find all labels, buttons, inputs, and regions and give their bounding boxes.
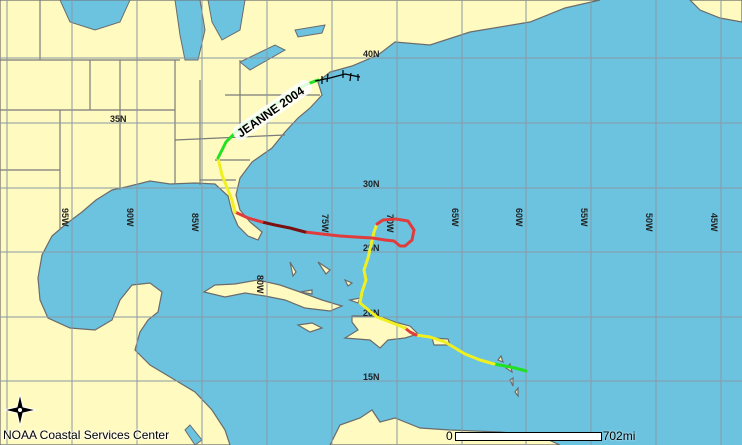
cuba <box>202 279 344 312</box>
lon-label: 85W <box>190 213 200 232</box>
scale-bar-graphic <box>454 431 602 441</box>
lat-label: 15N <box>363 372 380 382</box>
lon-label: 60W <box>514 208 524 227</box>
lon-label: 90W <box>125 208 135 227</box>
lon-label: 65W <box>450 208 460 227</box>
lon-label: 80W <box>255 275 265 294</box>
lat-label: 40N <box>363 49 380 59</box>
credit-text: NOAA Coastal Services Center <box>3 428 170 442</box>
north-arrow-compass-icon <box>3 393 37 427</box>
track-segment-extratropical[interactable] <box>314 70 361 84</box>
track-segment-hurricane[interactable] <box>233 210 264 224</box>
track-segment-major-hurricane[interactable] <box>260 220 307 234</box>
lat-label: 35N <box>110 114 127 124</box>
scale-bar: 0 702mi <box>446 429 635 443</box>
lon-label: 50W <box>644 213 654 232</box>
track-segment-depression[interactable] <box>492 362 528 373</box>
bahamas <box>289 261 361 304</box>
track-segment-hurricane[interactable] <box>303 217 416 248</box>
longitude-labels: 95W 90W 85W 80W 75W 70W 65W 60W 55W 50W … <box>60 208 719 294</box>
track-segment-storm[interactable] <box>414 333 496 366</box>
scale-start: 0 <box>446 429 453 443</box>
scale-end: 702mi <box>602 429 636 443</box>
lon-label: 75W <box>320 214 330 233</box>
lon-label: 55W <box>579 208 589 227</box>
lon-label: 95W <box>60 208 70 227</box>
track-segment-hurricane[interactable] <box>403 326 418 337</box>
track-segment-storm[interactable] <box>216 156 237 214</box>
lon-label: 70W <box>385 214 395 233</box>
lesser-antilles <box>497 354 519 398</box>
hispaniola <box>343 315 420 349</box>
lat-label: 30N <box>363 179 380 189</box>
nova-scotia <box>689 0 742 23</box>
track-segment-storm[interactable] <box>358 222 407 330</box>
jamaica <box>296 322 324 333</box>
lon-label: 45W <box>709 213 719 232</box>
